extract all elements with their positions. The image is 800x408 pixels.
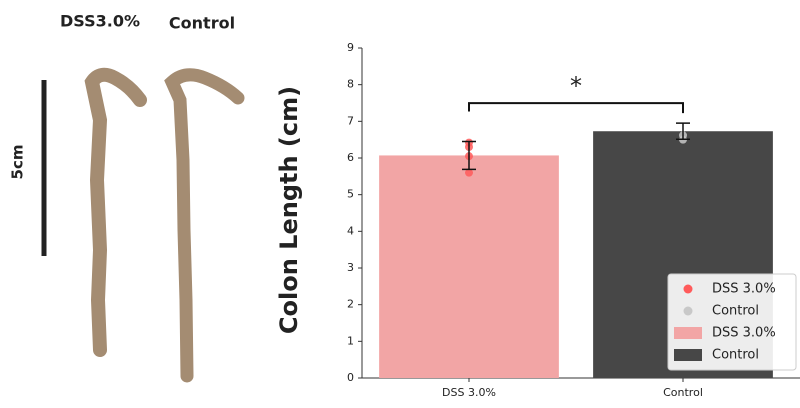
y-tick-label: 8 [347, 78, 354, 91]
legend-label: DSS 3.0% [712, 282, 776, 297]
legend-marker [683, 306, 693, 316]
colon-dss [84, 67, 147, 357]
legend-swatch [674, 327, 702, 339]
significance-label: * [570, 72, 582, 100]
x-tick-label: DSS 3.0% [442, 386, 496, 399]
legend-swatch [674, 349, 702, 361]
legend-label: DSS 3.0% [712, 326, 776, 341]
y-axis-label: Colon Length (cm) [275, 86, 303, 334]
legend-box [667, 273, 797, 371]
x-tick-label: Control [663, 386, 703, 399]
y-tick-label: 7 [347, 114, 354, 127]
legend-marker [683, 284, 693, 294]
error-bar [676, 122, 690, 141]
y-tick-label: 2 [347, 298, 354, 311]
y-tick-label: 5 [347, 188, 354, 201]
significance-bracket [468, 102, 684, 114]
data-point [465, 168, 473, 177]
y-tick-label: 4 [347, 224, 354, 237]
colon-control [164, 68, 245, 383]
photo-label: DSS3.0% [60, 12, 140, 31]
y-tick-label: 0 [347, 371, 354, 384]
photo-label: Control [169, 14, 235, 33]
legend-label: Control [712, 348, 759, 363]
legend-label: Control [712, 304, 759, 319]
y-tick-label: 3 [347, 261, 354, 274]
photo-panel: DSS3.0% Control 5cm [9, 12, 245, 383]
y-tick-label: 6 [347, 151, 354, 164]
scale-label: 5cm [9, 145, 27, 180]
bar [379, 155, 559, 378]
y-tick-label: 9 [347, 41, 354, 54]
error-bar [462, 140, 476, 171]
y-tick-label: 1 [347, 334, 354, 347]
